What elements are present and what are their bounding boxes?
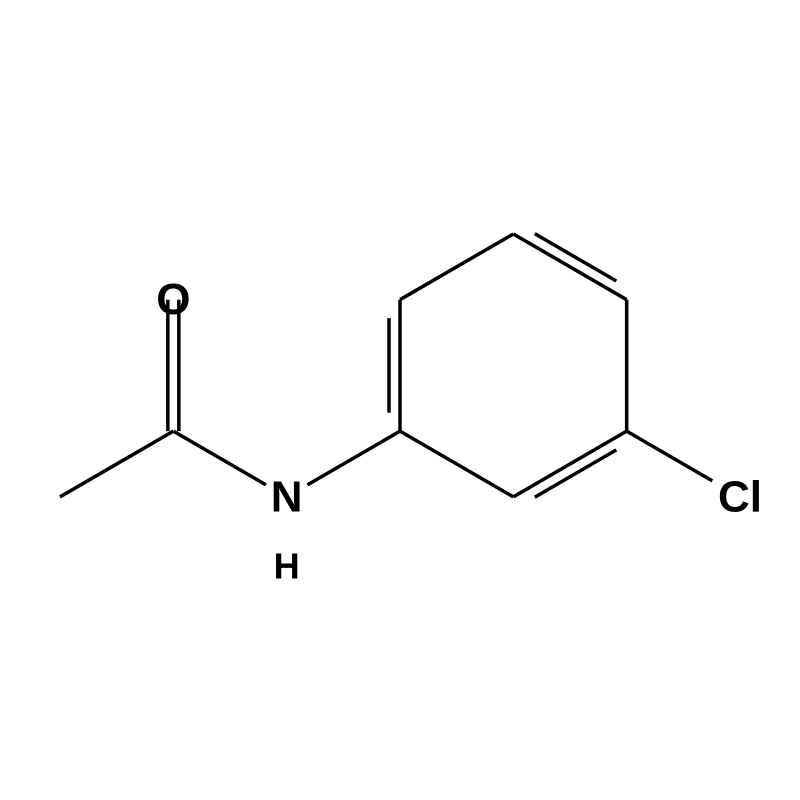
bond <box>513 431 626 497</box>
bond <box>400 431 513 497</box>
bond <box>513 234 626 300</box>
bond <box>60 431 173 497</box>
atom-label-o: O <box>156 275 190 324</box>
bond <box>400 234 513 300</box>
bond <box>307 431 400 485</box>
molecule-diagram: O NH Cl <box>0 0 800 800</box>
bond <box>173 431 266 485</box>
bond <box>535 450 617 497</box>
atom-label-cl: Cl <box>718 472 762 521</box>
atom-label-n: N <box>271 472 303 521</box>
bond <box>535 234 617 281</box>
bond <box>627 431 713 481</box>
atom-label-h: H <box>274 546 300 587</box>
